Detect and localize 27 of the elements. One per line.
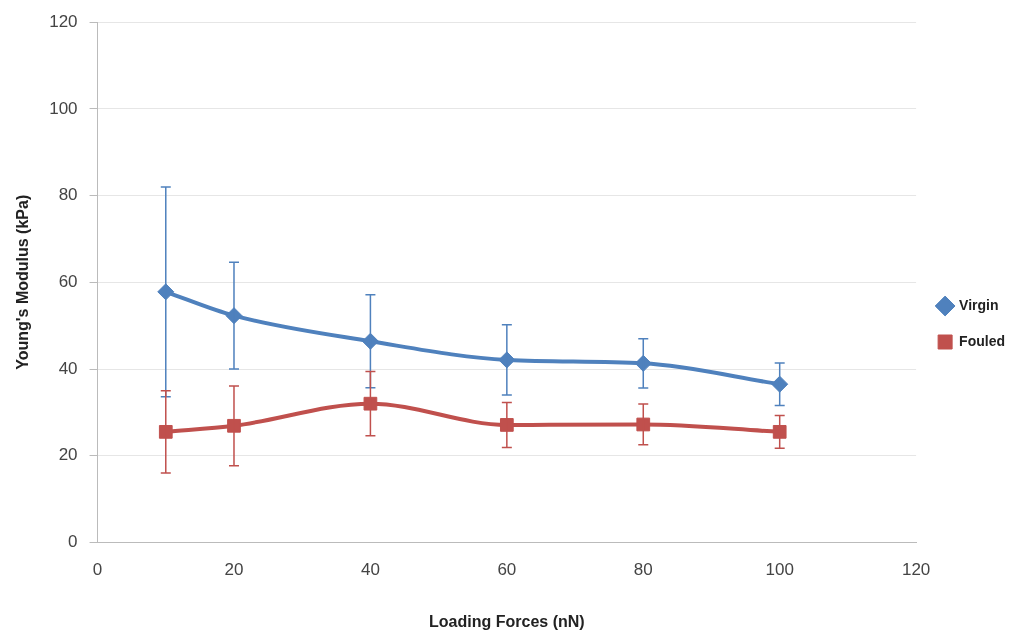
x-tick-label: 100 — [765, 560, 794, 580]
legend-label: Fouled — [959, 332, 1006, 349]
point — [636, 417, 651, 432]
x-axis-title: Loading Forces (nN) — [429, 612, 585, 630]
x-tick-label: 120 — [901, 560, 931, 580]
point — [634, 354, 652, 372]
y-tick-label: 0 — [68, 532, 78, 552]
point — [772, 424, 787, 439]
y-axis-title: Young's Modulus (kPa) — [14, 194, 32, 370]
x-tick-label: 80 — [633, 560, 653, 580]
x-tick-label: 40 — [360, 560, 380, 580]
legend-label: Virgin — [959, 296, 999, 313]
y-tick-label: 40 — [58, 358, 78, 378]
x-tick-label: 0 — [92, 560, 103, 580]
y-tick-label: 100 — [49, 98, 78, 118]
point — [499, 418, 514, 432]
point — [363, 396, 378, 411]
point — [361, 332, 379, 350]
point — [227, 418, 241, 433]
point — [771, 375, 789, 393]
y-tick-label: 20 — [58, 445, 78, 465]
y-tick-label: 120 — [49, 11, 78, 31]
point — [158, 424, 173, 439]
y-tick-label: 80 — [58, 185, 78, 205]
x-tick-label: 60 — [497, 560, 517, 580]
y-tick-label: 60 — [58, 271, 78, 291]
x-tick-label: 20 — [224, 560, 244, 580]
